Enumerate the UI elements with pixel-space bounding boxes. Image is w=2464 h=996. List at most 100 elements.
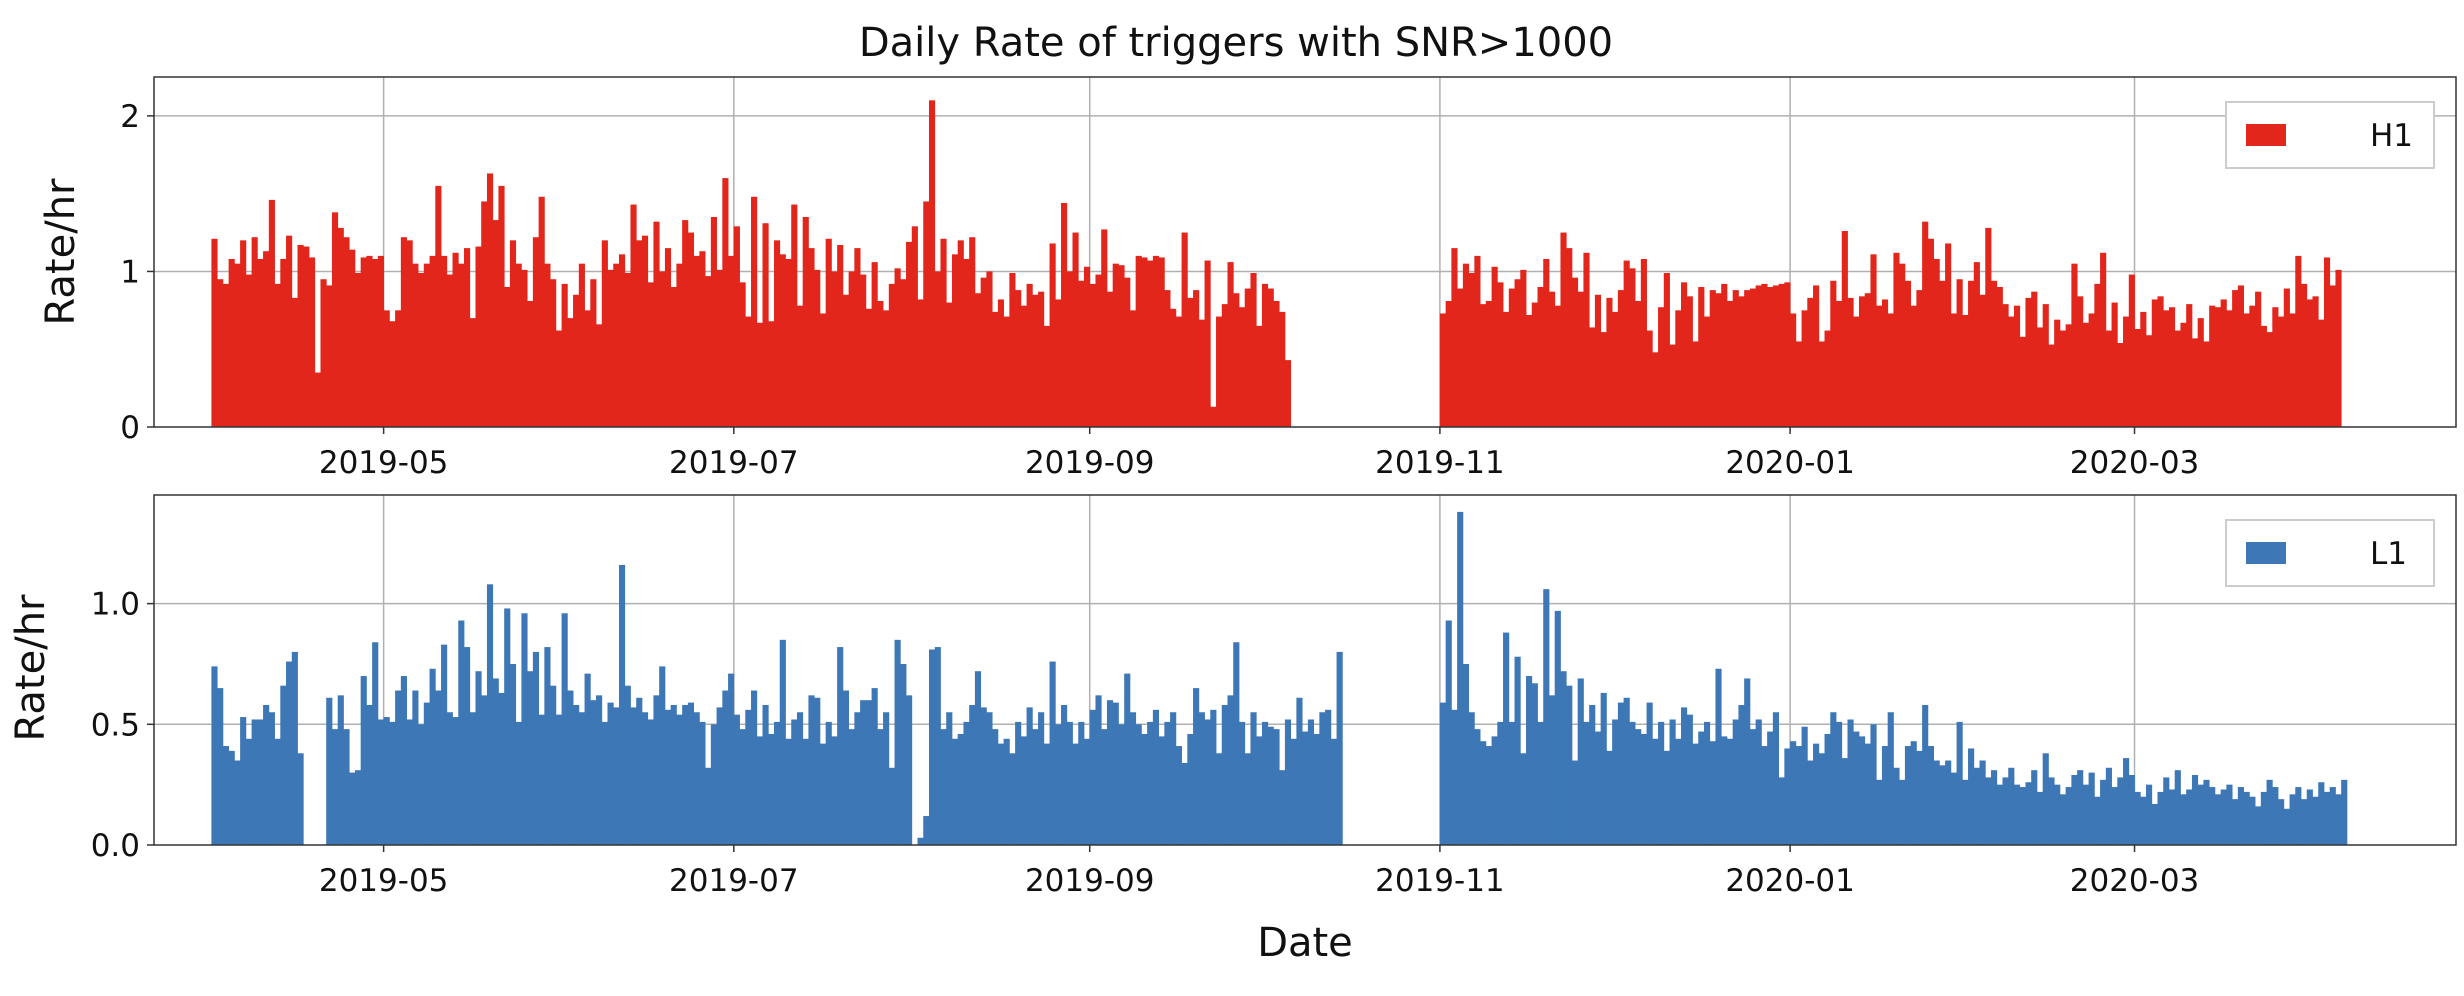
bar-h1 — [653, 221, 660, 427]
bar-h1 — [211, 238, 218, 427]
bar-l1 — [1801, 726, 1808, 845]
x-tick-label: 2019-07 — [669, 863, 799, 899]
bar-h1 — [1635, 301, 1642, 427]
bar-l1 — [1916, 750, 1923, 845]
bar-h1 — [963, 259, 970, 427]
bar-l1 — [1795, 746, 1802, 845]
bar-l1 — [1032, 729, 1039, 845]
x-tick-label: 2019-11 — [1375, 863, 1505, 899]
bar-l1 — [699, 721, 706, 845]
bar-h1 — [1531, 302, 1538, 427]
bar-l1 — [739, 729, 746, 845]
bar-h1 — [2100, 252, 2107, 427]
bar-l1 — [1876, 779, 1883, 845]
bar-l1 — [412, 690, 419, 845]
bar-l1 — [383, 717, 390, 845]
bar-h1 — [2111, 302, 2118, 427]
bar-l1 — [1703, 721, 1711, 845]
bar-l1 — [2260, 791, 2267, 845]
bar-l1 — [2341, 779, 2348, 845]
bar-l1 — [1681, 707, 1688, 845]
bar-l1 — [1881, 746, 1889, 845]
bar-l1 — [372, 642, 379, 845]
bar-l1 — [2042, 753, 2049, 845]
bar-l1 — [234, 760, 241, 845]
bar-l1 — [2174, 770, 2181, 845]
bar-h1 — [2283, 288, 2290, 427]
bar-l1 — [1818, 753, 1825, 845]
bar-h1 — [837, 245, 844, 427]
bar-h1 — [1221, 304, 1228, 427]
bar-h1 — [2237, 285, 2244, 427]
bar-l1 — [2301, 799, 2308, 845]
bar-h1 — [515, 263, 522, 427]
bar-h1 — [2054, 319, 2061, 427]
bar-h1 — [1537, 287, 1544, 427]
bar-l1 — [2013, 784, 2021, 845]
bar-h1 — [228, 259, 235, 427]
bar-l1 — [498, 692, 505, 845]
bar-h1 — [590, 279, 597, 427]
bar-l1 — [2059, 794, 2067, 845]
bar-h1 — [2140, 311, 2147, 427]
bar-h1 — [906, 241, 913, 427]
bar-h1 — [1945, 243, 1952, 427]
bar-h1 — [303, 246, 310, 427]
bar-h1 — [2226, 310, 2233, 427]
y-tick-label: 2 — [120, 99, 140, 135]
x-axis-label: Date — [1257, 920, 1353, 966]
bar-h1 — [1198, 319, 1205, 427]
y-tick-label: 1 — [120, 254, 140, 290]
panel-h1-frame — [153, 76, 2457, 428]
bar-h1 — [2146, 335, 2153, 427]
bar-h1 — [2301, 283, 2308, 427]
bar-l1 — [1841, 758, 1848, 845]
bar-l1 — [446, 712, 453, 845]
bar-l1 — [1462, 663, 1470, 845]
bar-l1 — [641, 712, 649, 845]
bar-h1 — [1749, 288, 1757, 427]
bar-l1 — [211, 666, 218, 845]
bar-h1 — [2335, 269, 2342, 427]
x-tick-label: 2019-05 — [319, 863, 449, 899]
bar-h1 — [1445, 301, 1452, 427]
bar-h1 — [842, 294, 850, 427]
bar-l1 — [2008, 767, 2015, 845]
bar-h1 — [1124, 277, 1131, 427]
bar-h1 — [596, 324, 603, 427]
bar-h1 — [923, 201, 930, 427]
bar-l1 — [1646, 702, 1653, 845]
x-tick-label: 2020-01 — [1725, 445, 1855, 481]
bar-h1 — [601, 240, 608, 427]
bar-h1 — [1996, 287, 2003, 427]
bar-l1 — [2128, 775, 2135, 845]
bar-l1 — [2197, 784, 2204, 845]
bar-l1 — [848, 729, 855, 845]
bar-l1 — [1738, 705, 1745, 845]
y-tick-label: 0 — [120, 410, 140, 446]
bar-l1 — [349, 772, 356, 845]
bar-l1 — [1560, 671, 1567, 845]
bar-h1 — [2232, 290, 2239, 427]
bar-h1 — [618, 254, 626, 427]
bar-l1 — [441, 644, 448, 845]
bar-l1 — [676, 714, 683, 845]
bar-h1 — [1640, 259, 1647, 427]
panel-l1-legend: L1 — [2225, 519, 2435, 587]
bar-h1 — [992, 311, 999, 427]
bar-h1 — [389, 321, 396, 427]
bar-h1 — [1887, 313, 1894, 427]
bar-l1 — [590, 700, 597, 845]
bar-l1 — [1824, 733, 1831, 845]
bar-h1 — [1755, 285, 1762, 427]
bar-h1 — [280, 259, 287, 427]
bar-l1 — [366, 705, 373, 845]
bar-h1 — [1681, 282, 1688, 427]
bar-l1 — [463, 647, 471, 845]
bar-h1 — [2031, 291, 2038, 427]
bar-l1 — [796, 712, 804, 845]
bar-l1 — [1629, 721, 1636, 845]
bar-l1 — [2289, 794, 2296, 845]
bar-h1 — [687, 232, 695, 427]
bar-l1 — [1755, 719, 1762, 845]
